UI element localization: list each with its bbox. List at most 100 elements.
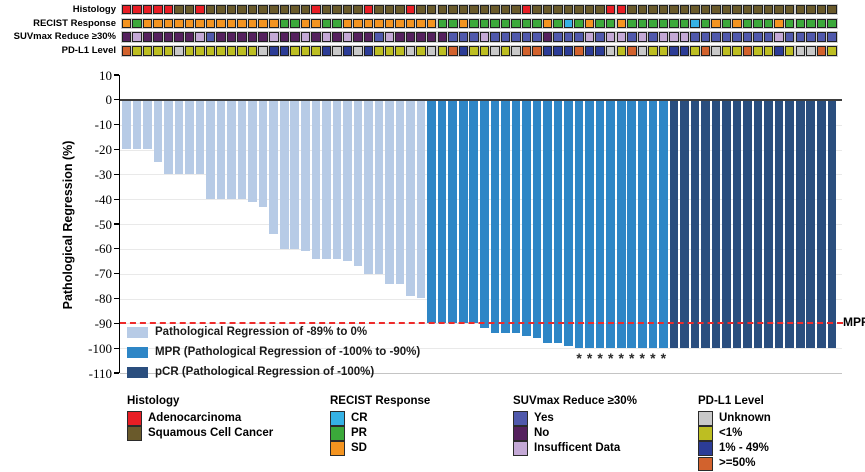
bottom-legend-swatch-suvmax: [513, 426, 528, 441]
annotation-square-histology: [174, 4, 184, 15]
annotation-square-histology: [479, 4, 490, 15]
annotation-square-suvmax: [669, 32, 679, 42]
annotation-square-pdl1: [132, 46, 142, 56]
patient-bar: [722, 100, 731, 349]
annotation-square-pdl1: [521, 46, 532, 56]
annotation-square-pdl1: [605, 46, 616, 56]
y-tick-label: 10: [99, 67, 112, 83]
plot-bottom-border: [120, 373, 842, 374]
patient-bar: [385, 100, 394, 284]
patient-bar: [680, 100, 689, 349]
asterisk-marker: *: [607, 350, 614, 366]
bottom-legend-header-histology: Histology: [127, 395, 180, 407]
annotation-square-recist: [184, 18, 195, 28]
annotation-square-recist: [721, 18, 732, 28]
annotation-square-histology: [405, 4, 416, 15]
annotation-square-recist: [563, 18, 574, 28]
bottom-legend-swatch-suvmax: [513, 441, 528, 456]
y-tick: [113, 372, 119, 374]
annotation-square-histology: [584, 4, 595, 15]
annotation-square-recist: [679, 18, 690, 28]
annotation-square-histology: [416, 4, 426, 15]
annotation-square-histology: [426, 4, 437, 15]
annotation-square-pdl1: [774, 46, 784, 56]
annotation-square-histology: [616, 4, 626, 15]
annotation-square-pdl1: [311, 46, 321, 56]
annotation-square-recist: [395, 18, 405, 28]
annotation-square-suvmax: [511, 32, 521, 42]
annotation-square-recist: [658, 18, 669, 28]
bottom-legend-swatch-recist: [330, 441, 345, 456]
annotation-square-suvmax: [342, 32, 353, 42]
bottom-legend-label-histology: Adenocarcinoma: [148, 411, 242, 424]
patient-bar: [322, 100, 331, 259]
annotation-square-suvmax: [300, 32, 311, 42]
annotation-square-pdl1: [574, 46, 584, 56]
patient-bar: [585, 100, 594, 349]
annotation-square-histology: [721, 4, 732, 15]
annotation-square-suvmax: [795, 32, 806, 42]
bottom-legend-swatch-suvmax: [513, 411, 528, 426]
legend-swatch-pr: [127, 326, 148, 338]
annotation-square-pdl1: [732, 46, 742, 56]
annotation-square-suvmax: [806, 32, 816, 42]
annotation-square-pdl1: [469, 46, 479, 56]
asterisk-marker: *: [597, 350, 603, 366]
annotation-square-pdl1: [269, 46, 279, 56]
bottom-legend-label-pdl1: Unknown: [719, 411, 771, 424]
annotation-square-histology: [237, 4, 247, 15]
asterisk-marker: *: [639, 350, 645, 366]
patient-bar: [353, 100, 363, 267]
annotation-square-suvmax: [690, 32, 700, 42]
y-tick: [113, 74, 119, 76]
patient-bar: [195, 100, 205, 175]
bottom-legend-swatch-histology: [127, 411, 142, 426]
annotation-square-histology: [542, 4, 553, 15]
annotation-square-pdl1: [332, 46, 342, 56]
annotation-square-pdl1: [195, 46, 205, 56]
asterisk-marker: *: [660, 350, 667, 366]
patient-bar: [416, 100, 426, 299]
bottom-legend-header-suvmax: SUVmax Reduce ≥30%: [513, 395, 637, 407]
y-tick-label: -80: [94, 291, 112, 306]
annotation-square-suvmax: [700, 32, 711, 42]
patient-bar: [122, 100, 131, 150]
patient-bar: [364, 100, 373, 274]
y-tick: [113, 248, 119, 250]
annotation-square-pdl1: [700, 46, 711, 56]
annotation-square-recist: [121, 18, 132, 28]
patient-bar: [269, 100, 278, 234]
annotation-square-histology: [637, 4, 648, 15]
annotation-square-suvmax: [553, 32, 563, 42]
annotation-square-pdl1: [205, 46, 216, 56]
annotation-square-histology: [384, 4, 395, 15]
y-tick-label: -30: [94, 166, 112, 182]
annotation-square-pdl1: [553, 46, 563, 56]
annotation-square-recist: [795, 18, 806, 28]
annotation-square-suvmax: [321, 32, 332, 42]
annotation-square-histology: [363, 4, 374, 15]
annotation-square-pdl1: [321, 46, 332, 56]
annotation-square-pdl1: [490, 46, 500, 56]
patient-bar: [153, 100, 163, 162]
patient-bar: [301, 100, 310, 252]
annotation-square-pdl1: [363, 46, 374, 56]
patient-bar: [332, 100, 342, 259]
y-tick: [113, 124, 119, 126]
patient-bar: [174, 100, 184, 175]
annotation-square-histology: [690, 4, 700, 15]
annotation-square-suvmax: [384, 32, 395, 42]
annotation-square-recist: [405, 18, 416, 28]
bottom-legend-swatch-histology: [127, 426, 142, 441]
annotation-square-pdl1: [258, 46, 268, 56]
y-tick: [113, 322, 119, 324]
annotation-square-recist: [342, 18, 353, 28]
patient-bar: [595, 100, 605, 349]
annotation-square-pdl1: [353, 46, 363, 56]
patient-bar: [374, 100, 384, 274]
annotation-square-suvmax: [574, 32, 584, 42]
annotation-square-suvmax: [258, 32, 268, 42]
annotation-square-suvmax: [290, 32, 300, 42]
annotation-square-recist: [269, 18, 279, 28]
